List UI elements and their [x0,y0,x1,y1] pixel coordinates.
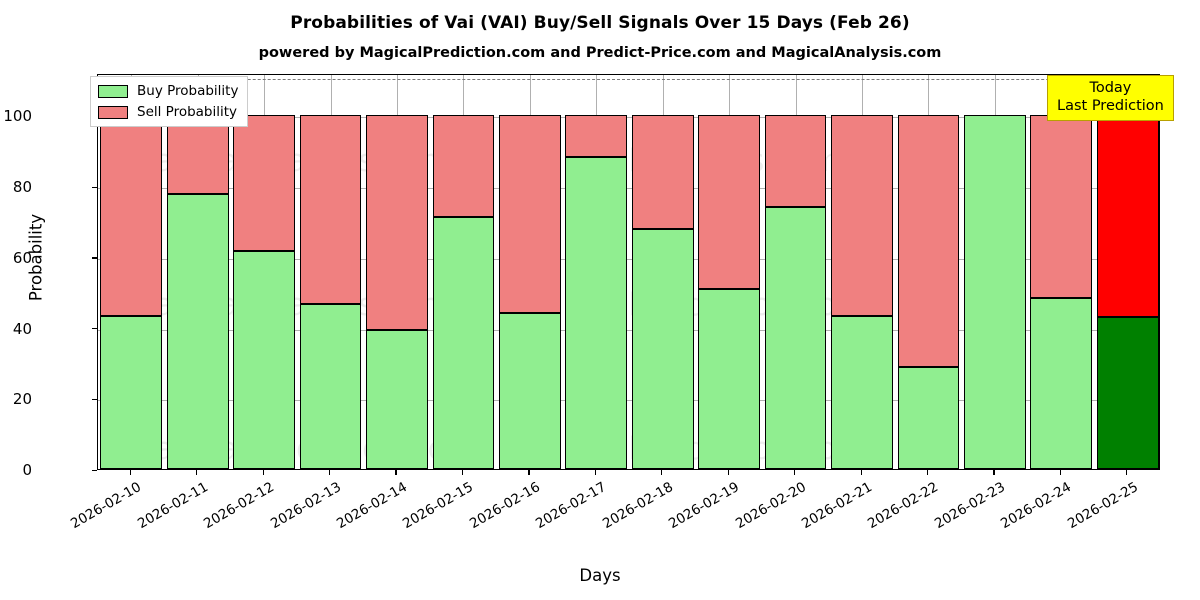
x-axis-tick-mark [794,470,796,475]
bar-group[interactable] [299,75,362,469]
bar-segment-buy[interactable] [764,207,827,469]
bar-segment-buy[interactable] [565,156,628,469]
legend: Buy Probability Sell Probability [90,76,249,127]
bar-segment-buy[interactable] [631,229,694,469]
today-annotation-line1: Today [1089,80,1132,96]
bar-segment-sell[interactable] [100,115,163,317]
gridline-horizontal [98,117,1159,119]
bar-segment-sell[interactable] [299,115,362,304]
bar-segment-sell[interactable] [498,115,561,313]
bar-segment-sell[interactable] [166,115,229,195]
gridline-horizontal [98,329,1159,331]
x-axis-tick-mark [993,470,995,475]
bar-segment-buy[interactable] [698,288,761,469]
bar-segment-sell[interactable] [1030,115,1093,299]
x-axis-tick-mark [594,470,596,475]
y-axis-tick-label: 20 [12,390,32,409]
y-axis-tick-label: 0 [22,461,32,479]
bar-segment-sell[interactable] [233,115,295,251]
gridline-horizontal [98,188,1159,190]
legend-swatch-buy [98,84,128,98]
bar-group[interactable] [366,75,428,469]
x-axis-tick-mark [528,470,530,475]
x-axis-tick-mark [1059,470,1062,475]
bar-segment-sell[interactable] [897,115,960,368]
bar-segment-buy[interactable] [432,217,495,469]
y-axis-tick-label: 100 [3,107,32,126]
x-axis-tick-mark [262,470,264,475]
gridline-horizontal [98,400,1159,402]
bar-group[interactable] [897,75,960,469]
bar-segment-buy[interactable] [831,316,893,469]
x-axis-tick-mark [395,470,397,475]
plot-area: MagicalAnalysis.comMagicalAnalysis.comMa… [97,74,1160,470]
bar-group[interactable] [100,75,163,469]
x-axis-title: Days [579,566,621,585]
bar-segment-sell[interactable] [432,115,495,218]
bar-group[interactable] [565,75,628,469]
legend-label-sell: Sell Probability [137,104,238,120]
bar-group[interactable] [764,75,827,469]
bar-group[interactable] [964,75,1026,469]
x-axis-tick-mark [926,470,929,475]
today-annotation: Today Last Prediction [1047,75,1174,122]
y-axis-tick-label: 80 [12,178,32,197]
x-axis-tick-mark [461,470,464,475]
legend-item-sell: Sell Probability [98,104,238,120]
bar-segment-sell[interactable] [764,115,827,208]
y-axis-tick-mark [92,398,97,400]
bar-segment-sell[interactable] [831,115,893,317]
bar-segment-sell[interactable] [1096,115,1159,317]
x-axis-tick-mark [129,470,131,475]
legend-swatch-sell [98,105,128,119]
bar-group[interactable] [233,75,295,469]
bar-segment-buy[interactable] [1096,316,1159,469]
reference-line [98,78,1159,80]
chart-title: Probabilities of Vai (VAI) Buy/Sell Sign… [290,13,910,33]
y-axis-tick-mark [92,328,97,330]
x-axis-tick-mark [860,470,862,475]
chart-subtitle: powered by MagicalPrediction.com and Pre… [258,45,942,61]
bar-segment-buy[interactable] [498,312,561,469]
bar-group[interactable] [1096,75,1159,469]
bar-group[interactable] [698,75,761,469]
bar-segment-sell[interactable] [366,115,428,330]
bar-segment-buy[interactable] [100,316,163,469]
legend-item-buy: Buy Probability [98,83,238,99]
bar-segment-sell[interactable] [698,115,761,289]
x-axis-tick-mark [329,470,331,475]
bar-segment-buy[interactable] [366,329,428,469]
bar-group[interactable] [498,75,561,469]
bar-group[interactable] [166,75,229,469]
gridline-horizontal [98,258,1159,260]
bar-group[interactable] [831,75,893,469]
bar-group[interactable] [631,75,694,469]
y-axis-tick-mark [92,257,97,259]
bar-segment-buy[interactable] [166,194,229,469]
x-axis-tick-mark [1126,470,1128,475]
y-axis-tick-label: 40 [12,319,32,338]
bar-segment-sell[interactable] [631,115,694,230]
legend-label-buy: Buy Probability [137,83,239,99]
bar-segment-buy[interactable] [897,367,960,469]
bars-layer [98,75,1159,469]
y-axis-tick-mark [92,469,97,471]
x-axis-tick-mark [196,470,198,475]
y-axis-tick-label: 60 [12,248,32,267]
y-axis-tick-mark [92,186,97,188]
bar-segment-sell[interactable] [565,115,628,157]
bar-group[interactable] [1030,75,1093,469]
bar-group[interactable] [432,75,495,469]
bar-segment-buy[interactable] [1030,298,1093,469]
y-axis-title: Probability [26,213,46,302]
bar-segment-buy[interactable] [299,303,362,469]
bar-segment-buy[interactable] [964,115,1026,469]
x-axis-tick-mark [727,470,729,475]
x-axis-tick-mark [661,470,663,475]
bar-segment-buy[interactable] [233,250,295,469]
today-annotation-line2: Last Prediction [1057,97,1164,114]
